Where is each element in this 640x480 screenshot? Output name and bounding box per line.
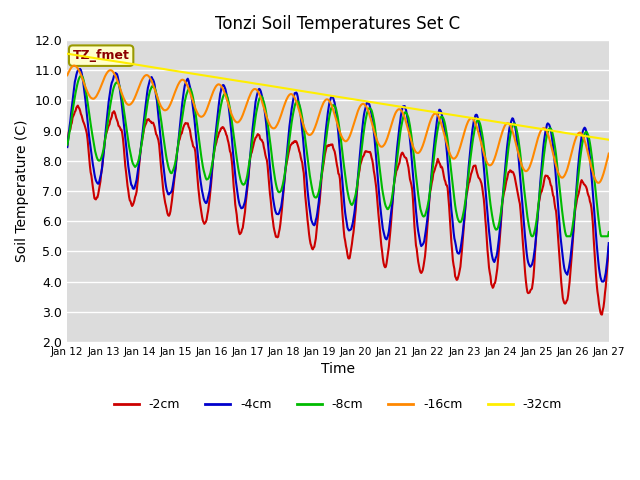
Title: Tonzi Soil Temperatures Set C: Tonzi Soil Temperatures Set C	[216, 15, 461, 33]
Legend: -2cm, -4cm, -8cm, -16cm, -32cm: -2cm, -4cm, -8cm, -16cm, -32cm	[109, 394, 567, 417]
X-axis label: Time: Time	[321, 362, 355, 376]
Y-axis label: Soil Temperature (C): Soil Temperature (C)	[15, 120, 29, 262]
Text: TZ_fmet: TZ_fmet	[73, 49, 129, 62]
